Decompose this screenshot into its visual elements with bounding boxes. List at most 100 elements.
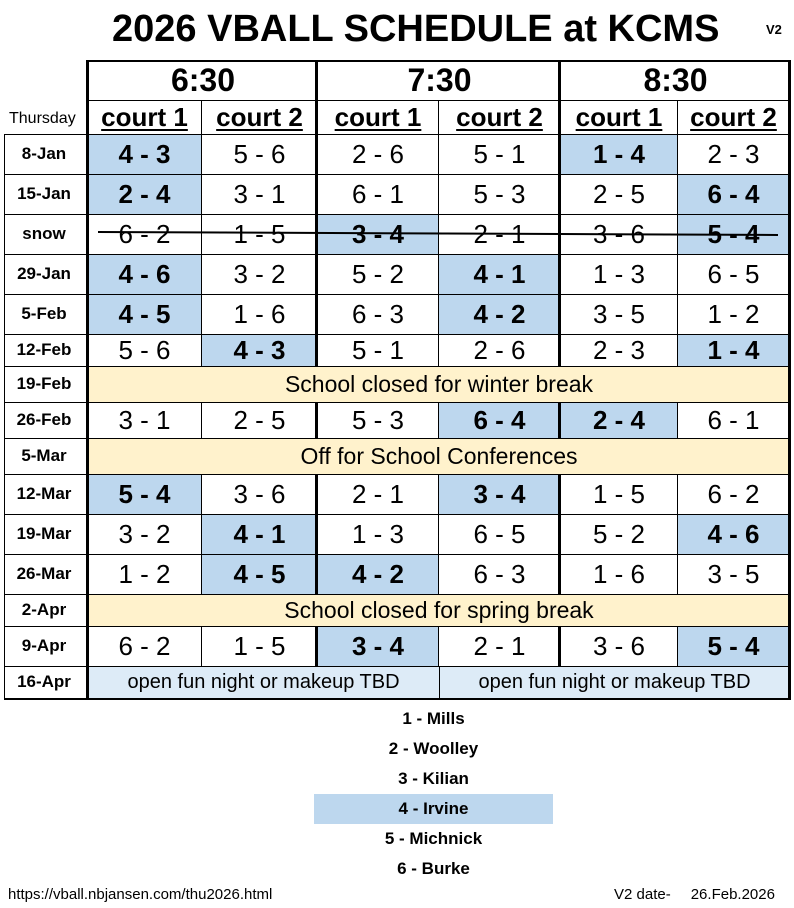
- game-cell: 3 - 4: [438, 474, 561, 514]
- game-cell: 4 - 1: [201, 514, 318, 554]
- game-cell: 2 - 5: [233, 404, 286, 435]
- grid-line: [315, 60, 318, 366]
- legend-item: 3 - Kilian: [398, 769, 469, 788]
- time-header: 8:30: [643, 61, 708, 98]
- legend-item: 6 - Burke: [397, 859, 470, 878]
- time-header: 7:30: [407, 61, 472, 98]
- game-cell: 6 - 3: [473, 558, 526, 589]
- version-date-label: V2 date-: [614, 886, 671, 903]
- court-header: court 1: [101, 101, 188, 132]
- grid-line: [677, 402, 678, 438]
- game-cell: 4 - 1: [438, 254, 561, 294]
- closure-banner: School closed for spring break: [88, 594, 790, 626]
- day-label: Thursday: [9, 110, 76, 127]
- game-cell: 6 - 2: [118, 218, 171, 249]
- game-cell: 4 - 6: [677, 514, 790, 554]
- game-cell: 6 - 5: [473, 518, 526, 549]
- grid-line: [4, 438, 791, 439]
- grid-line: [558, 474, 561, 594]
- row-date: 12-Mar: [16, 484, 72, 503]
- game-cell: 1 - 3: [592, 258, 646, 289]
- grid-line: [439, 666, 440, 698]
- game-cell: 2 - 4: [561, 402, 677, 438]
- game-cell: 4 - 3: [201, 334, 318, 366]
- grid-line: [4, 134, 5, 699]
- grid-line: [86, 60, 89, 699]
- row-date: 15-Jan: [17, 184, 71, 203]
- game-cell: 6 - 2: [707, 478, 760, 509]
- game-cell: 6 - 3: [351, 298, 405, 329]
- grid-line: [201, 402, 202, 438]
- court-header: court 2: [690, 101, 777, 132]
- game-cell: 5 - 1: [473, 138, 526, 169]
- game-cell: 4 - 3: [88, 134, 201, 174]
- grid-line: [4, 698, 791, 700]
- game-cell: 5 - 2: [351, 258, 405, 289]
- game-cell: 6 - 5: [707, 258, 760, 289]
- game-cell: 3 - 4: [318, 626, 438, 666]
- grid-line: [438, 626, 439, 666]
- grid-line: [201, 626, 202, 666]
- grid-line: [4, 254, 791, 255]
- closure-banner: Off for School Conferences: [88, 438, 790, 474]
- game-cell: 1 - 4: [561, 134, 677, 174]
- game-cell: 1 - 3: [351, 518, 405, 549]
- game-cell: 5 - 3: [473, 178, 526, 209]
- game-cell: 6 - 4: [438, 402, 561, 438]
- game-cell: 1 - 6: [233, 298, 286, 329]
- version-date-value: 26.Feb.2026: [690, 886, 775, 903]
- grid-line: [677, 626, 678, 666]
- game-cell: 3 - 6: [592, 630, 646, 661]
- game-cell: 2 - 3: [592, 334, 646, 365]
- closure-banner: School closed for winter break: [88, 366, 790, 402]
- game-cell: 3 - 1: [233, 178, 286, 209]
- grid-line: [677, 474, 678, 594]
- row-date: 16-Apr: [17, 672, 71, 691]
- grid-line: [4, 334, 791, 335]
- grid-line: [86, 60, 791, 62]
- grid-line: [4, 134, 791, 135]
- game-cell: 4 - 5: [88, 294, 201, 334]
- game-cell: 4 - 5: [201, 554, 318, 594]
- open-night-cell: open fun night or makeup TBD: [88, 666, 439, 698]
- grid-line: [558, 626, 561, 666]
- game-cell: 5 - 4: [677, 626, 790, 666]
- row-date: 5-Mar: [21, 446, 67, 465]
- game-cell: 2 - 1: [473, 630, 526, 661]
- time-header: 6:30: [170, 61, 236, 98]
- grid-line: [4, 554, 791, 555]
- game-cell: 2 - 6: [473, 334, 526, 365]
- game-cell: 2 - 4: [88, 174, 201, 214]
- legend-item: 4 - Irvine: [314, 794, 553, 824]
- grid-line: [201, 474, 202, 594]
- court-header: court 1: [575, 101, 663, 132]
- game-cell: 5 - 2: [592, 518, 646, 549]
- game-cell: 6 - 2: [118, 630, 171, 661]
- grid-line: [438, 474, 439, 594]
- grid-line: [4, 294, 791, 295]
- game-cell: 5 - 1: [351, 334, 405, 365]
- game-cell: 3 - 2: [233, 258, 286, 289]
- page-title: 2026 VBALL SCHEDULE at KCMS: [112, 8, 720, 50]
- game-cell: 1 - 2: [118, 558, 171, 589]
- game-cell: 4 - 6: [88, 254, 201, 294]
- row-date: 5-Feb: [21, 304, 67, 323]
- grid-line: [315, 402, 318, 438]
- row-date: 8-Jan: [21, 144, 67, 163]
- game-cell: 2 - 5: [592, 178, 646, 209]
- row-date: 19-Mar: [16, 524, 72, 543]
- row-date: 12-Feb: [16, 340, 72, 359]
- grid-line: [4, 594, 791, 595]
- court-header: court 2: [456, 101, 543, 132]
- grid-line: [315, 626, 318, 666]
- grid-line: [4, 666, 791, 667]
- game-cell: 3 - 6: [233, 478, 286, 509]
- page-url: https://vball.nbjansen.com/thu2026.html: [8, 886, 273, 903]
- game-cell: 1 - 5: [233, 630, 286, 661]
- open-night-cell: open fun night or makeup TBD: [439, 666, 790, 698]
- game-cell: 5 - 6: [233, 138, 286, 169]
- grid-line: [4, 402, 791, 403]
- game-cell: 1 - 6: [592, 558, 646, 589]
- row-date: 2-Apr: [21, 600, 67, 619]
- row-date: 26-Feb: [16, 410, 72, 429]
